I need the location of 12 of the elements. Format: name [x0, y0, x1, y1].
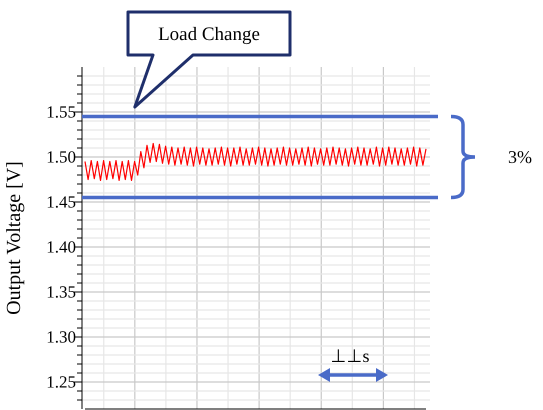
y-tick-label: 1.50 [46, 147, 76, 166]
text: Load Change [158, 24, 260, 45]
y-tick-label: 1.25 [46, 372, 76, 392]
annotation: ⊥⊥s [330, 346, 370, 366]
text: 3% [508, 147, 532, 167]
y-axis-title: Output Voltage [V] [3, 161, 25, 315]
y-tick-label: 1.55 [46, 102, 76, 122]
y-tick-label: 1.40 [46, 237, 76, 256]
y-tick-label: 1.45 [46, 192, 76, 212]
y-tick-label: 1.30 [46, 327, 76, 346]
line-series [84, 142, 427, 181]
y-tick-label: 1.35 [46, 282, 76, 302]
